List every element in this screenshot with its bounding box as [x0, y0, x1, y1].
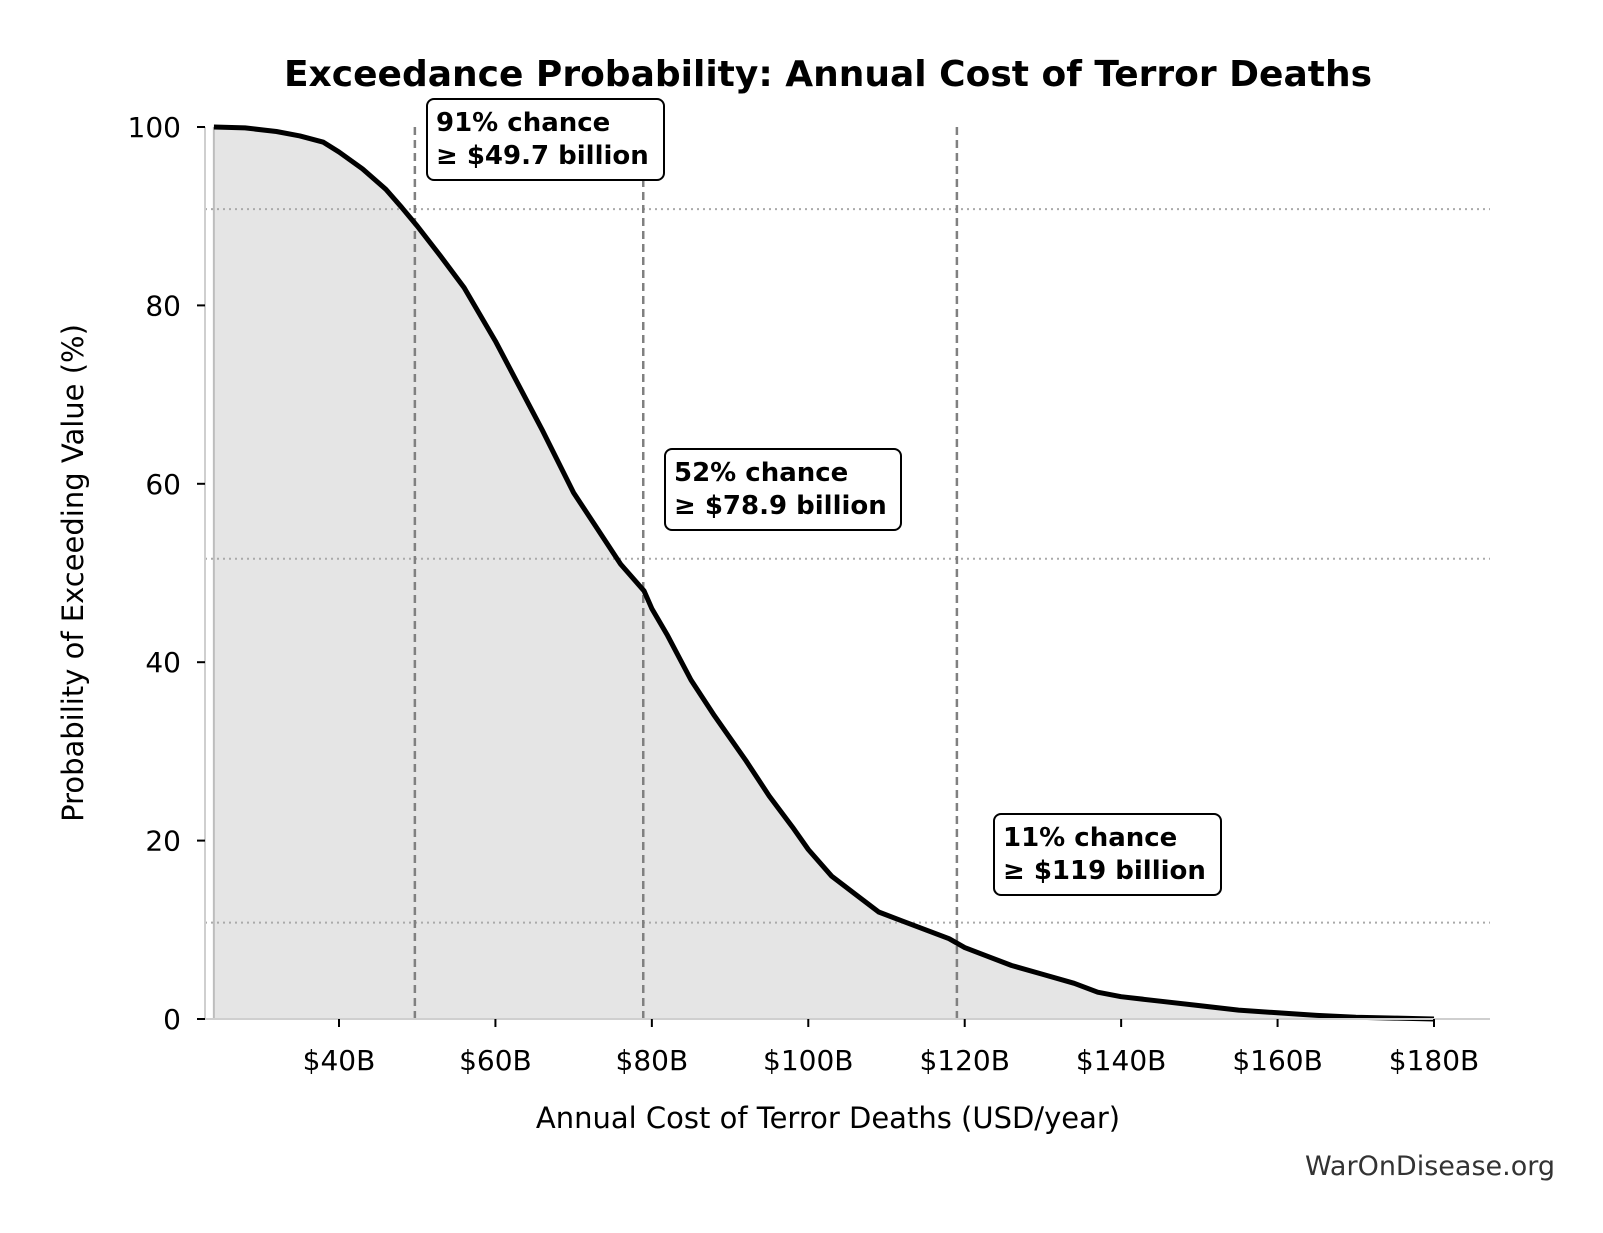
x-tick-label: $160B [1232, 1044, 1322, 1077]
x-tick-label: $140B [1076, 1044, 1166, 1077]
annotation-box-3 [993, 813, 1222, 896]
chart-title: Exceedance Probability: Annual Cost of T… [284, 54, 1372, 95]
annotation-line1: 52% chance [674, 458, 848, 488]
y-tick-label: 100 [128, 111, 181, 144]
annotation-line1: 91% chance [436, 108, 610, 138]
area-fill [213, 127, 1434, 1019]
plot-area: 0 20 40 60 80 100 $40B $60B $80B $100B $120B $140B $… [128, 98, 1490, 1077]
exceedance-curve [213, 124, 1435, 1022]
annotation-line2: ≥ $49.7 billion [436, 141, 649, 171]
y-tick-label: 60 [145, 468, 181, 501]
y-tick-label: 40 [145, 646, 181, 679]
y-tick-label: 80 [145, 289, 181, 322]
x-tick-label: $120B [919, 1044, 1009, 1077]
annotation-line2: ≥ $119 billion [1003, 856, 1206, 886]
y-axis-label: Probability of Exceeding Value (%) [56, 324, 90, 822]
y-tick-label: 20 [145, 825, 181, 858]
x-tick-label: $180B [1389, 1044, 1479, 1077]
x-tick-label: $80B [616, 1044, 689, 1077]
annotation-line1: 11% chance [1003, 823, 1177, 853]
y-tick-label: 0 [163, 1003, 181, 1036]
annotation-box-1 [426, 98, 665, 181]
watermark: WarOnDisease.org [1305, 1151, 1555, 1182]
x-tick-label: $40B [303, 1044, 376, 1077]
annotation-box-2 [664, 448, 902, 531]
annotation-line2: ≥ $78.9 billion [674, 491, 887, 521]
x-tick-label: $100B [763, 1044, 853, 1077]
x-axis-label: Annual Cost of Terror Deaths (USD/year) [536, 1101, 1120, 1135]
x-tick-label: $60B [459, 1044, 532, 1077]
